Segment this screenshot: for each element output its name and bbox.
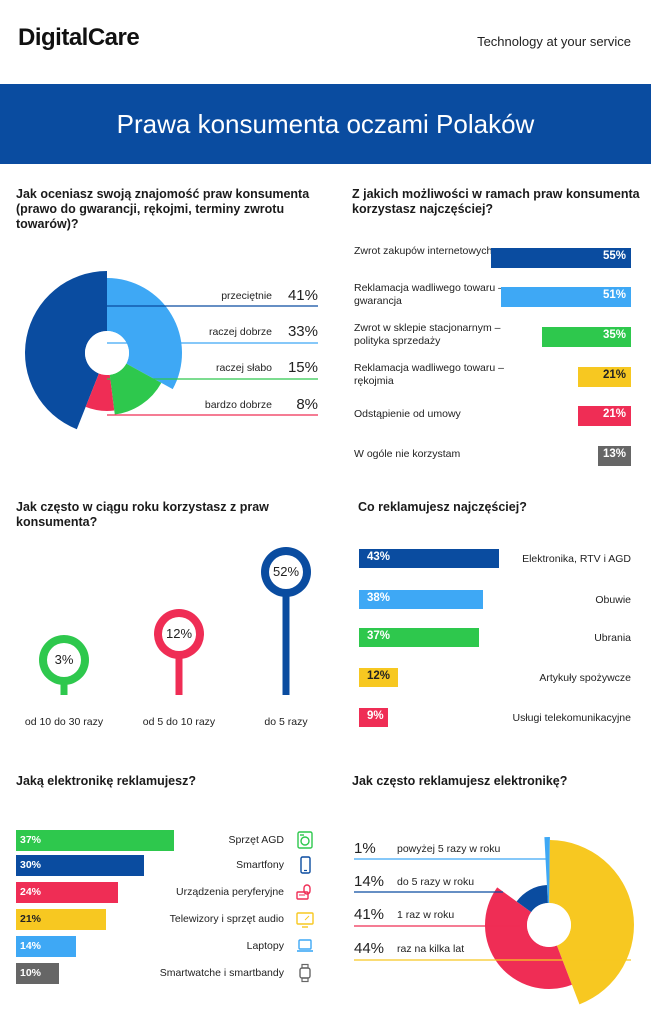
chart1-value-1: 33% [287, 323, 318, 340]
chart3-value-1: 12% [165, 626, 193, 641]
chart1-label-1: raczej dobrze [208, 326, 272, 338]
chart2-label-5: W ogóle nie korzystam [354, 448, 461, 460]
chart6-value-3: 44% [354, 940, 385, 957]
chart4-value-0: 43% [367, 551, 391, 563]
chart4-bar-1: 38% [359, 590, 483, 609]
chart2-title: Z jakich możliwości w ramach praw konsum… [352, 187, 640, 216]
chart2-bar-2: 35% [542, 327, 631, 347]
peripheral-icon [296, 883, 314, 901]
chart5-label-3: Telewizory i sprzęt audio [169, 913, 284, 925]
chart1-value-3: 8% [296, 396, 318, 413]
chart4-label-4: Usługi telekomunikacyjne [512, 712, 631, 724]
chart6-title: Jak często reklamujesz elektronikę? [352, 774, 568, 788]
chart1-slice-3 [85, 373, 115, 411]
chart5-bar-0: 37% [16, 830, 174, 851]
chart5-bar-2: 24% [16, 882, 118, 903]
chart4-bar-0: 43% [359, 549, 499, 568]
chart3-label-0: od 10 do 30 razy [24, 716, 104, 728]
logo: DigitalCare [18, 24, 140, 51]
chart4-label-3: Artykuły spożywcze [539, 672, 631, 684]
chart3-label-1: od 5 do 10 razy [142, 716, 216, 728]
chart6-label-0: powyżej 5 razy w roku [397, 843, 501, 855]
chart1-value-2: 15% [287, 359, 318, 376]
chart4-bar-4: 9% [359, 708, 388, 727]
chart6-slice-3 [549, 840, 634, 1005]
chart2-bar-0: 55% [491, 248, 631, 268]
chart6-label-2: 1 raz w roku [397, 909, 455, 921]
chart5-bar-3: 21% [16, 909, 106, 930]
chart4-label-0: Elektronika, RTV i AGD [522, 553, 631, 565]
chart4-label-1: Obuwie [595, 594, 631, 606]
chart3-value-0: 3% [54, 652, 74, 667]
chart2-value-3: 21% [602, 369, 626, 381]
chart6-value-1: 14% [354, 873, 385, 890]
chart4-value-2: 37% [367, 630, 391, 642]
chart2-bar-1: 51% [501, 287, 631, 307]
chart5-label-2: Urządzenia peryferyjne [176, 886, 284, 898]
chart5-value-2: 24% [20, 886, 42, 898]
tv-icon [296, 910, 314, 928]
chart6-slice-0 [544, 837, 550, 904]
laptop-icon [296, 937, 314, 955]
chart5-label-4: Laptopy [246, 940, 284, 952]
chart2-bar-4: 21% [578, 406, 631, 426]
chart6-label-3: raz na kilka lat [397, 943, 465, 955]
chart3-label-2: do 5 razy [264, 716, 308, 728]
chart2-label-2: Zwrot w sklepie stacjonarnym – polityka … [354, 322, 501, 347]
chart4-value-3: 12% [367, 670, 391, 682]
chart2-label-3: Reklamacja wadliwego towaru – rękojmia [354, 362, 504, 387]
chart1-title: Jak oceniasz swoją znajomość praw konsum… [16, 187, 310, 231]
chart6-label-1: do 5 razy w roku [397, 876, 475, 888]
page-title: Prawa konsumenta oczami Polaków [116, 109, 535, 139]
chart5-bar-5: 10% [16, 963, 59, 984]
title-banner [0, 84, 651, 164]
chart1-label-3: bardzo dobrze [204, 399, 272, 411]
chart5-value-4: 14% [20, 940, 42, 952]
chart5-value-0: 37% [20, 834, 42, 846]
chart1-slice-0 [24, 271, 107, 430]
chart4-value-4: 9% [367, 710, 384, 722]
chart2-value-1: 51% [602, 289, 626, 301]
chart5-bar-1: 30% [16, 855, 144, 876]
chart5-bar-4: 14% [16, 936, 76, 957]
chart2-bar-3: 21% [578, 367, 631, 387]
chart5-value-3: 21% [20, 913, 42, 925]
chart2-value-4: 21% [602, 408, 626, 420]
chart4-bar-2: 37% [359, 628, 479, 647]
chart2-label-4: Odstąpienie od umowy [354, 408, 461, 420]
chart4-value-1: 38% [367, 592, 391, 604]
chart4-label-2: Ubrania [594, 632, 631, 644]
chart5-title: Jaką elektronikę reklamujesz? [16, 774, 196, 788]
chart2-label-0: Zwrot zakupów internetowych [354, 245, 493, 257]
chart2-value-5: 13% [602, 448, 626, 460]
chart1-label-0: przeciętnie [221, 290, 272, 302]
chart5-value-5: 10% [20, 967, 42, 979]
chart5-label-0: Sprzęt AGD [228, 834, 284, 846]
tagline: Technology at your service [477, 34, 631, 49]
chart5-label-5: Smartwatche i smartbandy [159, 967, 284, 979]
chart2-value-0: 55% [602, 250, 626, 262]
chart6-slice-2 [484, 887, 572, 989]
chart4-bar-3: 12% [359, 668, 398, 687]
chart3-title: Jak często w ciągu roku korzystasz z pra… [16, 500, 269, 529]
chart2-bar-5: 13% [598, 446, 631, 466]
chart6-value-2: 41% [354, 906, 385, 923]
chart6-value-0: 1% [354, 840, 376, 857]
chart2-label-1: Reklamacja wadliwego towaru – gwarancja [354, 282, 504, 307]
chart1-value-0: 41% [287, 287, 318, 304]
smartwatch-icon [296, 963, 314, 983]
chart3-value-2: 52% [272, 564, 300, 579]
smartphone-icon [296, 856, 314, 874]
chart1-hole [85, 331, 129, 375]
appliance-icon [296, 831, 314, 849]
chart2-value-2: 35% [602, 329, 626, 341]
chart5-label-1: Smartfony [236, 859, 284, 871]
chart4-title: Co reklamujesz najczęściej? [358, 500, 527, 514]
chart1-label-2: raczej słabo [215, 362, 272, 374]
chart5-value-1: 30% [20, 859, 42, 871]
